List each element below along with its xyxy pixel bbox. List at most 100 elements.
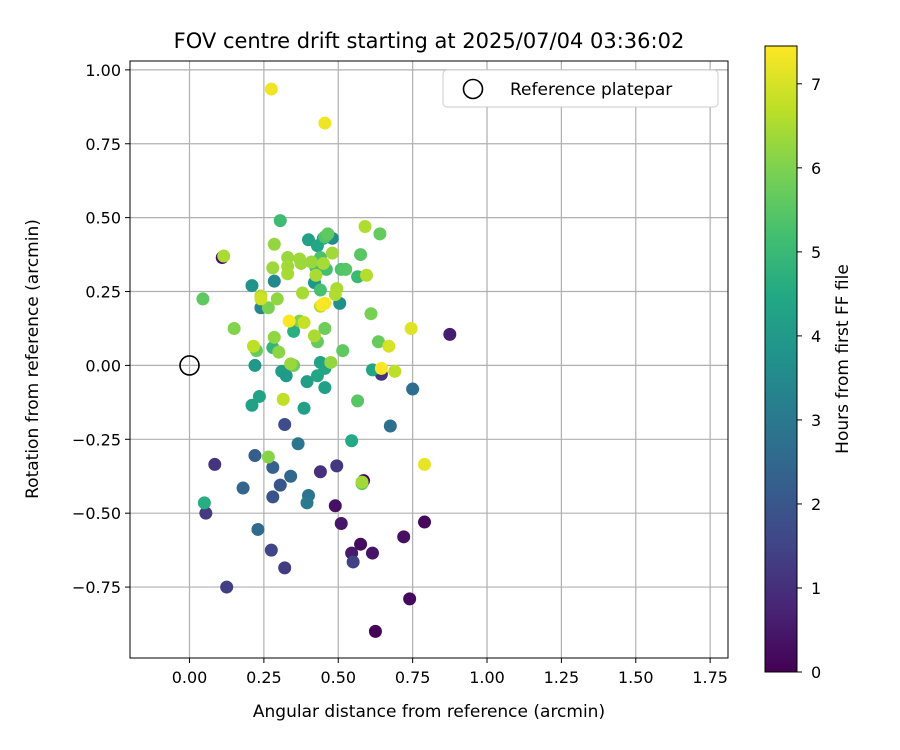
x-axis-ticks: 0.00 0.25 0.50 0.75 1.00 1.25 1.50 1.75 — [172, 658, 728, 687]
scatter-point — [351, 394, 365, 408]
scatter-point — [325, 246, 339, 260]
scatter-point — [318, 321, 332, 335]
x-tick-label: 1.50 — [618, 668, 654, 687]
scatter-point — [279, 369, 293, 383]
x-tick-label: 1.00 — [469, 668, 505, 687]
scatter-point — [339, 262, 353, 276]
scatter-point — [236, 481, 250, 495]
scatter-point — [267, 330, 281, 344]
scatter-point — [266, 490, 280, 504]
y-tick-label: 1.00 — [85, 61, 121, 80]
scatter-point — [309, 268, 323, 282]
reference-point-marker — [179, 355, 200, 376]
colorbar-label: Hours from first FF file — [833, 264, 853, 454]
legend-box — [442, 69, 719, 108]
scatter-point — [272, 345, 286, 359]
scatter-point — [199, 506, 213, 520]
scatter-point — [300, 496, 314, 510]
scatter-point — [294, 256, 308, 270]
scatter-point — [264, 82, 278, 96]
scatter-point — [246, 339, 260, 353]
scatter-point — [252, 389, 266, 403]
scatter-point — [313, 283, 327, 297]
colorbar-tick-label: 0 — [811, 663, 821, 682]
scatter-point — [388, 364, 402, 378]
scatter-point — [354, 248, 368, 262]
scatter-point — [270, 292, 284, 306]
colorbar-gradient — [765, 46, 797, 672]
chart-title: FOV centre drift starting at 2025/07/04 … — [174, 29, 685, 53]
y-tick-label: −0.75 — [72, 578, 121, 597]
scatter-point — [328, 287, 342, 301]
scatter-point — [355, 475, 369, 489]
y-tick-label: 0.50 — [85, 209, 121, 228]
scatter-point — [248, 449, 262, 463]
scatter-point — [296, 286, 310, 300]
scatter-point — [346, 555, 360, 569]
scatter-point — [418, 457, 432, 471]
y-tick-label: 0.75 — [85, 135, 121, 154]
scatter-point — [354, 537, 368, 551]
scatter-point — [245, 398, 259, 412]
scatter-point — [297, 401, 311, 415]
scatter-point — [196, 292, 210, 306]
colorbar-tick-label: 6 — [811, 159, 821, 178]
scatter-point — [266, 460, 280, 474]
colorbar-tick-label: 7 — [811, 75, 821, 94]
scatter-point — [310, 239, 324, 253]
colorbar-frame — [764, 45, 798, 673]
y-tick-label: −0.50 — [72, 504, 121, 523]
scatter-point — [418, 515, 432, 529]
scatter-point — [287, 324, 301, 338]
scatter-point — [403, 592, 417, 606]
y-tick-label: −0.25 — [72, 430, 121, 449]
y-axis-label: Rotation from reference (arcmin) — [23, 219, 43, 499]
scatter-point — [300, 375, 314, 389]
legend: Reference platepar — [442, 69, 719, 108]
scatter-point — [227, 321, 241, 335]
scatter-point — [330, 459, 344, 473]
scatter-point — [217, 249, 231, 263]
scatter-point — [278, 418, 292, 432]
x-tick-label: 1.75 — [692, 668, 728, 687]
scatter-point — [261, 450, 275, 464]
y-tick-label: 0.25 — [85, 283, 121, 302]
colorbar-tick-label: 5 — [811, 243, 821, 262]
scatter-point — [324, 355, 338, 369]
plot-area: 0.00 0.25 0.50 0.75 1.00 1.25 1.50 1.75 1.00 0.7… — [72, 60, 729, 687]
scatter-point — [284, 357, 298, 371]
scatter-point — [282, 314, 296, 328]
scatter-point — [373, 227, 387, 241]
scatter-point — [273, 214, 287, 228]
scatter-point — [364, 307, 378, 321]
x-tick-label: 0.00 — [172, 668, 208, 687]
scatter-point — [284, 469, 298, 483]
legend-label: Reference platepar — [510, 80, 672, 100]
plot-background — [130, 61, 728, 658]
scatter-point — [264, 543, 278, 557]
colorbar-tick-label: 4 — [811, 327, 821, 346]
scatter-point — [313, 465, 327, 479]
scatter-point — [406, 382, 420, 396]
scatter-point — [328, 499, 342, 513]
scatter-point — [360, 268, 374, 282]
scatter-point — [397, 530, 411, 544]
scatter-point — [334, 517, 348, 531]
scatter-point — [382, 339, 396, 353]
x-axis-label: Angular distance from reference (arcmin) — [253, 702, 605, 722]
scatter-point — [248, 358, 262, 372]
y-tick-label: 0.00 — [85, 356, 121, 375]
scatter-point — [383, 419, 397, 433]
scatter-point — [316, 256, 330, 270]
scatter-point — [273, 478, 287, 492]
scatter-point — [321, 227, 335, 241]
colorbar-tick-label: 2 — [811, 495, 821, 514]
scatter-point — [297, 316, 311, 330]
scatter-point — [254, 292, 268, 306]
scatter-point — [261, 301, 275, 315]
scatter-point — [245, 279, 259, 293]
scatter-point — [197, 496, 211, 510]
legend-marker-open-circle — [462, 78, 484, 100]
scatter-point — [307, 329, 321, 343]
